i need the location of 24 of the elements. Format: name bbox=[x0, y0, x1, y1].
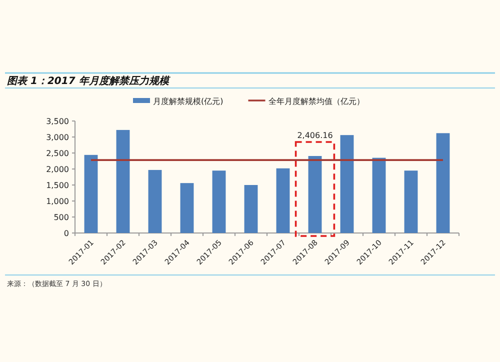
y-tick-label: 2,500 bbox=[46, 149, 69, 158]
bar bbox=[148, 170, 162, 233]
bar bbox=[276, 168, 290, 233]
y-tick-label: 1,500 bbox=[46, 181, 69, 190]
bar bbox=[308, 156, 322, 233]
y-tick-label: 0 bbox=[64, 229, 69, 238]
y-tick-label: 1,000 bbox=[46, 197, 69, 206]
bar bbox=[404, 170, 418, 233]
bar bbox=[340, 135, 354, 233]
chart-title: 图表 1：2017 年月度解禁压力规模 bbox=[7, 75, 171, 87]
bar bbox=[212, 170, 226, 233]
bar bbox=[180, 183, 194, 233]
legend-label: 月度解禁规模(亿元) bbox=[153, 97, 224, 106]
bar bbox=[116, 130, 130, 233]
bar bbox=[244, 185, 258, 233]
bar bbox=[436, 133, 450, 233]
data-label: 2,406.16 bbox=[297, 131, 333, 140]
y-tick-label: 2,000 bbox=[46, 165, 69, 174]
y-tick-label: 3,500 bbox=[46, 117, 69, 126]
y-tick-label: 500 bbox=[54, 213, 69, 222]
legend-label: 全年月度解禁均值（亿元） bbox=[268, 97, 364, 106]
bar bbox=[84, 154, 98, 233]
bar bbox=[372, 158, 386, 233]
y-tick-label: 3,000 bbox=[46, 133, 69, 142]
